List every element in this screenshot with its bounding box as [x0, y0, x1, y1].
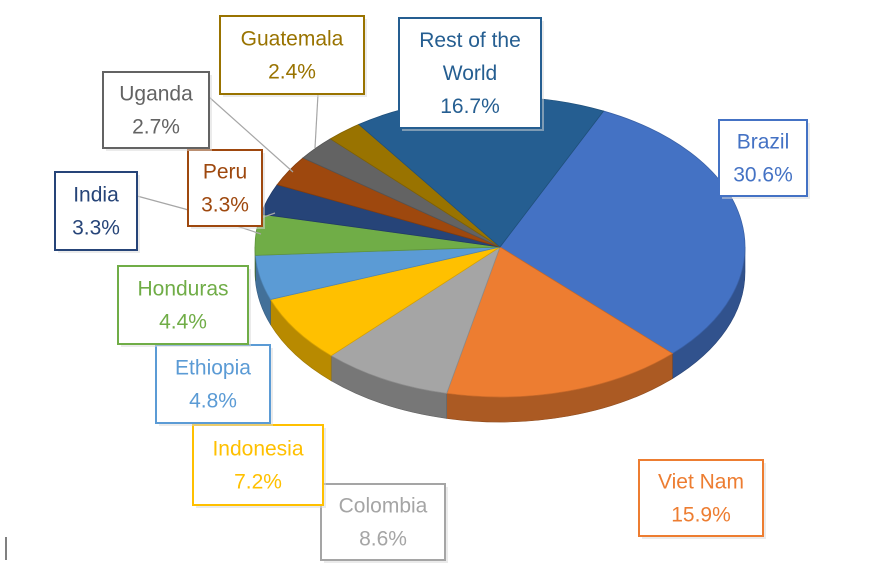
label-category: Honduras	[137, 278, 228, 301]
label-category: Viet Nam	[658, 471, 744, 494]
label-box	[219, 15, 365, 95]
label-value: 7.2%	[234, 471, 282, 494]
label-box	[155, 344, 271, 424]
label-ethiopia: Ethiopia 4.8%	[155, 344, 273, 426]
label-value: 2.4%	[268, 61, 316, 84]
label-box	[192, 424, 324, 506]
slice-colombia	[330, 246, 501, 394]
label-category: Ethiopia	[175, 357, 251, 380]
label-rest-of-the-world: Rest of the World 16.7%	[398, 17, 544, 131]
label-category: Indonesia	[212, 438, 303, 461]
label-value: 2.7%	[132, 116, 180, 139]
label-category: Colombia	[339, 495, 428, 518]
data-labels: Brazil 30.6% Viet Nam 15.9% Colombia 8.6% Indo…	[54, 15, 810, 563]
label-value: 8.6%	[359, 528, 407, 551]
label-honduras: Honduras 4.4%	[117, 265, 251, 347]
label-category: India	[73, 184, 119, 207]
label-box	[638, 459, 764, 537]
label-viet-nam: Viet Nam 15.9%	[638, 459, 766, 539]
slice-brazil	[499, 110, 746, 355]
label-value: 4.8%	[189, 390, 237, 413]
label-box	[102, 71, 210, 149]
label-uganda: Uganda 2.7%	[102, 71, 212, 151]
label-indonesia: Indonesia 7.2%	[192, 424, 326, 508]
label-category: Brazil	[737, 131, 790, 154]
label-value: 4.4%	[159, 311, 207, 334]
label-value: 15.9%	[671, 504, 731, 527]
label-value: 3.3%	[72, 217, 120, 240]
slice-indonesia	[269, 246, 501, 357]
label-category: Peru	[203, 161, 247, 184]
leader-line-guatemala	[314, 93, 319, 149]
label-value: 16.7%	[440, 95, 500, 118]
label-value: 3.3%	[201, 194, 249, 217]
label-box	[187, 149, 263, 227]
label-box	[718, 119, 808, 197]
label-box	[54, 171, 138, 251]
leader-line-uganda	[208, 96, 294, 173]
label-box	[398, 17, 542, 129]
pie-tops	[254, 96, 746, 398]
label-box	[117, 265, 249, 345]
label-category: Rest of the	[419, 29, 521, 52]
label-category: Guatemala	[241, 28, 344, 51]
label-colombia: Colombia 8.6%	[320, 483, 448, 563]
label-box	[320, 483, 446, 561]
label-value: 30.6%	[733, 164, 793, 187]
label-brazil: Brazil 30.6%	[718, 119, 810, 199]
label-guatemala: Guatemala 2.4%	[219, 15, 367, 97]
label-category: Uganda	[119, 83, 193, 106]
slice-viet-nam	[446, 246, 674, 398]
label-peru: Peru 3.3%	[187, 149, 265, 229]
label-india: India 3.3%	[54, 171, 140, 253]
label-category: World	[443, 62, 497, 85]
